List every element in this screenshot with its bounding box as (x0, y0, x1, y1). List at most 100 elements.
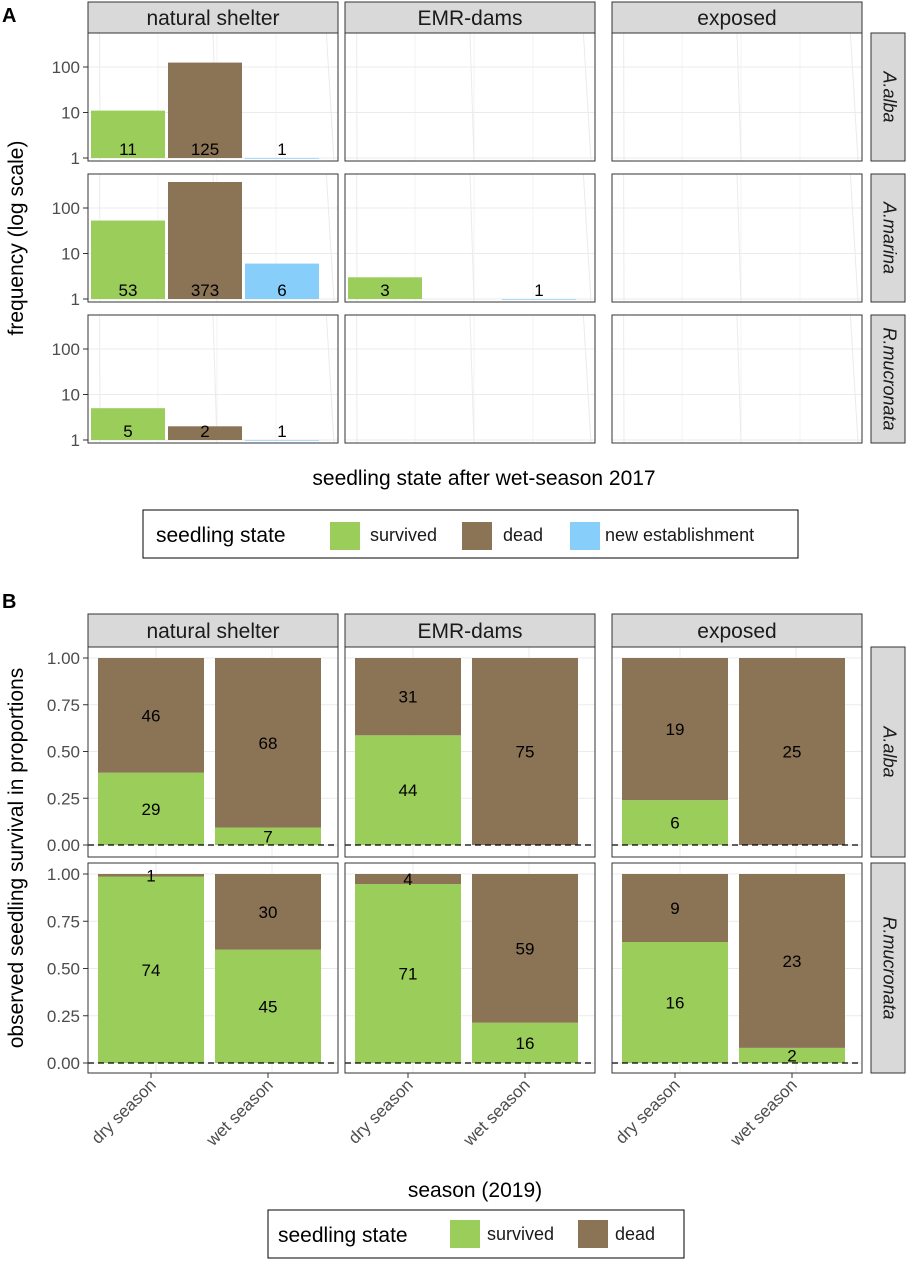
facet-strip-b-col-1 (344, 613, 596, 648)
y-tick-label: 100 (52, 340, 80, 359)
bar-value-label-dead: 23 (783, 952, 802, 971)
y-tick-label: 10 (61, 104, 80, 123)
bar-value-label-dead: 68 (259, 734, 278, 753)
bar-value-label-survived: 74 (142, 961, 161, 980)
gridline-v (582, 173, 592, 303)
y-tick-label: 0.25 (47, 789, 80, 808)
facet-strip-a-row-0 (870, 32, 906, 162)
panel-a-border (611, 314, 863, 444)
legend-b-label: dead (615, 1224, 655, 1244)
bar-survived (91, 110, 165, 158)
bar-survived (215, 827, 321, 845)
panel-a-border (344, 314, 596, 444)
bar-value-label-dead: 46 (142, 706, 161, 725)
y-tick-label: 0.50 (47, 960, 80, 979)
bar-value-label-dead: 4 (403, 870, 412, 889)
panel-a-border (344, 173, 596, 303)
bar-new-establishment (245, 440, 319, 441)
bar-value-label: 1 (277, 140, 286, 159)
facet-strip-a-col-1 (344, 1, 596, 34)
bar-dead (355, 874, 461, 885)
panel-a-border (611, 32, 863, 162)
y-tick-label: 0.75 (47, 696, 80, 715)
facet-label-a-col-1: EMR-dams (417, 7, 522, 30)
bar-survived (622, 800, 728, 845)
panel-a-border (344, 32, 596, 162)
bar-survived (91, 220, 165, 299)
bar-value-label-survived: 2 (787, 1046, 796, 1065)
legend-b: seedling state survived dead (267, 1209, 685, 1259)
panel-a-border (611, 173, 863, 303)
gridline-v (849, 32, 859, 162)
panel-a-bg (612, 315, 862, 443)
bar-dead (355, 658, 461, 736)
facet-label-a-col-0: natural shelter (146, 7, 279, 30)
bar-value-label: 373 (191, 281, 219, 300)
panel-b-border (344, 862, 596, 1074)
bar-survived (98, 772, 204, 845)
bar-survived (739, 1047, 845, 1063)
bar-value-label-survived: 44 (399, 781, 418, 800)
gridline-v (582, 314, 592, 444)
y-tick-label: 0.50 (47, 743, 80, 762)
bar-dead (739, 874, 845, 1048)
bar-survived (622, 942, 728, 1063)
y-tick-label: 1.00 (47, 649, 80, 668)
facet-strip-a-col-2 (611, 1, 863, 34)
panel-a-bg (612, 174, 862, 302)
x-tick-label: wet season (726, 1075, 801, 1150)
bar-dead (215, 874, 321, 950)
bar-dead (215, 658, 321, 828)
y-tick-label: 0.75 (47, 912, 80, 931)
x-tick-label: wet season (202, 1075, 277, 1150)
bar-value-label-dead: 1 (146, 866, 155, 885)
bar-dead (168, 62, 242, 159)
panel-b-letter: B (2, 591, 16, 613)
facet-label-a-row-1: A.marina (879, 201, 899, 274)
bar-dead (168, 181, 242, 299)
bar-value-label-dead: 59 (516, 939, 535, 958)
bar-value-label-survived: 29 (142, 800, 161, 819)
legend-b-key-dead (578, 1220, 608, 1248)
bar-new-establishment (245, 158, 319, 159)
bar-dead (98, 658, 204, 773)
bar-value-label: 1 (534, 281, 543, 300)
y-tick-label: 100 (52, 58, 80, 77)
bar-dead (472, 874, 578, 1023)
bar-value-label: 3 (380, 281, 389, 300)
y-tick-label: 1.00 (47, 865, 80, 884)
panel-a-bg (345, 315, 595, 443)
panel-b-border (344, 646, 596, 858)
panel-b-border (611, 646, 863, 858)
bar-dead (98, 874, 204, 877)
bar-value-label-survived: 6 (670, 814, 679, 833)
bar-survived (348, 277, 422, 299)
bar-value-label-dead: 9 (670, 899, 679, 918)
panel-b-border (87, 646, 339, 858)
bar-value-label-dead: 25 (783, 743, 802, 762)
bar-value-label: 2 (200, 422, 209, 441)
bar-value-label-survived: 45 (259, 997, 278, 1016)
bar-value-label: 6 (277, 281, 286, 300)
legend-a-key-new-establishment (570, 522, 600, 550)
panel-a-letter: A (2, 5, 16, 27)
bar-value-label: 11 (119, 140, 137, 159)
x-tick-label: dry season (88, 1075, 160, 1147)
facet-label-a-row-0: A.alba (879, 70, 899, 122)
panel-a-border (87, 173, 339, 303)
bar-value-label-dead: 31 (399, 688, 418, 707)
bar-survived (215, 949, 321, 1063)
panel-a-border (87, 314, 339, 444)
bar-value-label-survived: 16 (666, 994, 685, 1013)
bar-value-label: 53 (119, 281, 138, 300)
bar-dead (472, 658, 578, 845)
bar-survived (98, 876, 204, 1063)
x-axis-title-b: season (2019) (408, 1179, 542, 1202)
bar-value-label-dead: 19 (666, 720, 685, 739)
bar-value-label-survived: 71 (399, 965, 418, 984)
legend-a-label: new establishment (605, 525, 754, 545)
y-tick-label: 1 (71, 290, 80, 309)
facet-strip-a-row-1 (870, 173, 906, 303)
